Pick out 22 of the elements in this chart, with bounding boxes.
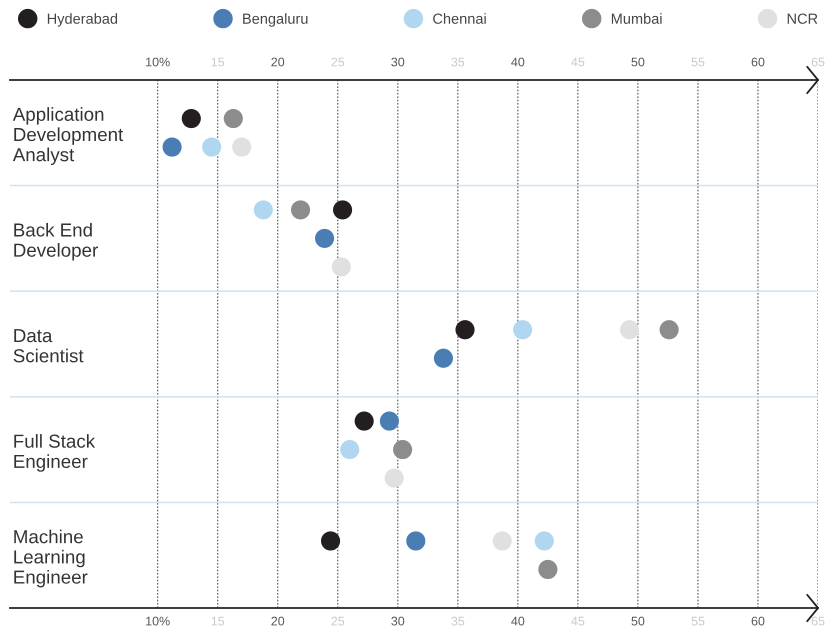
y-tick-label: Back End Developer	[14, 222, 98, 261]
y-tick-label: Application Development Analyst	[12, 107, 124, 166]
x2-tick-label: 30	[391, 58, 404, 66]
x2-tick-label: 60	[752, 58, 764, 66]
y-tick-label: Data Scientist	[14, 329, 84, 362]
x2-tick-label: 20	[271, 58, 284, 66]
y-tick-label: Machine Learning Engineer	[14, 530, 88, 588]
x2-tick-label: 40	[511, 58, 524, 66]
x-tick-label: 50	[631, 616, 644, 626]
legend-label: Chennai	[433, 13, 486, 24]
x2-tick-label: 10%	[146, 58, 170, 66]
legend-label: Bengaluru	[243, 13, 308, 27]
x-tick-label: 60	[752, 616, 764, 626]
x2-tick-label: 50	[631, 58, 644, 66]
x-tick-label: 30	[391, 616, 404, 626]
x-tick-label: 40	[511, 616, 524, 626]
legend-label: NCR	[788, 14, 818, 24]
legend-label: Mumbai	[612, 13, 662, 24]
x-tick-label: 20	[271, 616, 284, 626]
legend-label: Hyderabad	[48, 13, 118, 27]
x-tick-label: 10%	[146, 616, 170, 626]
y-tick-label: Full Stack Engineer	[14, 434, 96, 472]
